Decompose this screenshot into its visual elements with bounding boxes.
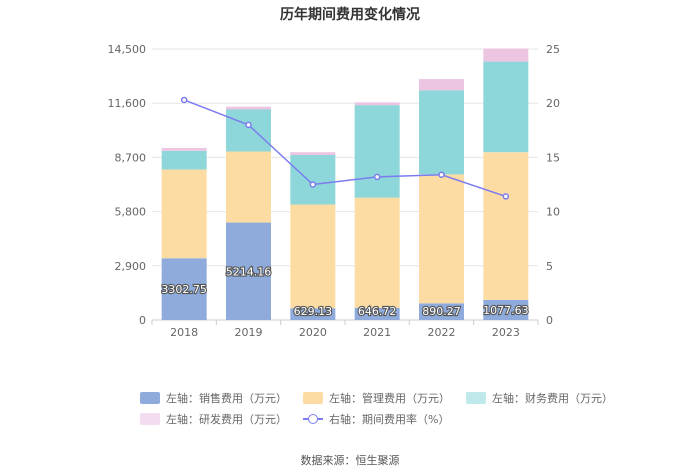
y-right-tick-label: 5 xyxy=(546,260,553,273)
bar-value-label: 1077.63 xyxy=(483,304,529,317)
y-left-tick-label: 5,800 xyxy=(115,206,147,219)
legend: 左轴：销售费用（万元） 左轴：管理费用（万元） 左轴：财务费用（万元） 左轴：研… xyxy=(140,388,613,430)
bar-segment xyxy=(226,109,271,152)
legend-item-sales[interactable]: 左轴：销售费用（万元） xyxy=(140,390,287,406)
bar-value-label: 646.72 xyxy=(358,305,397,318)
y-right-tick-label: 0 xyxy=(546,314,553,327)
bar-value-labels: 3302.75 5214.16 629.13 646.72 890.27 1077.63 xyxy=(160,264,529,319)
y-right-tick-label: 15 xyxy=(546,151,560,164)
legend-item-ratio[interactable]: 右轴：期间费用率（%） xyxy=(303,411,449,427)
y-axis-right: 0 5 10 15 20 25 xyxy=(546,43,560,327)
bar-segment xyxy=(483,299,529,320)
bar-segment xyxy=(419,79,464,91)
y-axis-left: 0 2,900 5,800 8,700 11,600 14,500 xyxy=(108,43,147,327)
bar-segment xyxy=(290,152,336,155)
legend-line-icon xyxy=(303,413,323,425)
y-left-tick-label: 11,600 xyxy=(108,97,147,110)
bar-segment xyxy=(419,174,464,304)
y-right-tick-label: 20 xyxy=(546,97,560,110)
x-tick-label: 2021 xyxy=(363,326,391,339)
bar-segment xyxy=(354,105,400,198)
bar-segment xyxy=(161,258,207,320)
ratio-point xyxy=(180,96,188,104)
legend-label: 左轴：管理费用（万元） xyxy=(329,392,450,405)
legend-item-rd[interactable]: 左轴：研发费用（万元） xyxy=(140,411,287,427)
ratio-point xyxy=(438,171,445,178)
bar-segment xyxy=(354,102,400,106)
y-left-tick-label: 8,700 xyxy=(115,151,147,164)
bar-segment xyxy=(161,148,207,151)
legend-swatch xyxy=(140,392,160,404)
bar-segment xyxy=(226,151,271,223)
legend-swatch xyxy=(303,392,323,404)
bar-value-label: 3302.75 xyxy=(161,283,207,296)
y-right-tick-label: 25 xyxy=(546,43,560,56)
bar-segment xyxy=(354,307,400,320)
legend-item-finance[interactable]: 左轴：财务费用（万元） xyxy=(466,390,613,406)
y-right-tick-label: 10 xyxy=(546,206,560,219)
expense-ratio-line xyxy=(180,96,510,200)
bar-segment xyxy=(290,204,336,309)
x-tick-label: 2018 xyxy=(170,326,198,339)
gridlines xyxy=(152,48,538,321)
data-source: 数据来源：恒生聚源 xyxy=(300,454,400,467)
bar-segment xyxy=(161,169,207,259)
legend-label: 左轴：销售费用（万元） xyxy=(166,392,287,405)
bar-segment xyxy=(483,48,529,62)
ratio-point xyxy=(502,193,510,200)
bar-segment xyxy=(290,308,336,320)
stacked-bars xyxy=(161,48,529,320)
ratio-point xyxy=(309,181,317,188)
bar-value-label: 5214.16 xyxy=(226,265,272,278)
bar-segment xyxy=(419,90,464,175)
y-left-tick-label: 0 xyxy=(139,314,146,327)
x-tick-label: 2020 xyxy=(299,326,327,339)
chart-title: 历年期间费用变化情况 xyxy=(280,7,420,23)
legend-swatch xyxy=(466,392,486,404)
bar-value-label: 890.27 xyxy=(422,305,461,318)
legend-item-admin[interactable]: 左轴：管理费用（万元） xyxy=(303,390,450,406)
legend-label: 左轴：研发费用（万元） xyxy=(166,413,287,426)
legend-swatch xyxy=(140,413,160,425)
y-left-tick-label: 2,900 xyxy=(115,260,147,273)
bar-segment xyxy=(419,303,464,320)
y-left-tick-label: 14,500 xyxy=(108,43,147,56)
x-tick-label: 2023 xyxy=(492,326,520,339)
bar-segment xyxy=(161,150,207,170)
bar-value-label: 629.13 xyxy=(294,305,333,318)
bar-segment xyxy=(290,154,336,205)
bar-segment xyxy=(483,152,529,300)
legend-label: 左轴：财务费用（万元） xyxy=(492,392,613,405)
x-tick-label: 2022 xyxy=(428,326,456,339)
x-axis: 2018 2019 2020 2021 2022 2023 xyxy=(151,320,539,339)
bar-segment xyxy=(354,197,400,308)
ratio-point xyxy=(245,121,252,129)
bar-segment xyxy=(226,106,271,110)
ratio-point xyxy=(373,173,381,181)
bar-segment xyxy=(483,61,529,153)
x-tick-label: 2019 xyxy=(235,326,263,339)
bar-segment xyxy=(226,222,271,320)
legend-label: 右轴：期间费用率（%） xyxy=(329,413,450,426)
ratio-line-path xyxy=(183,99,507,198)
